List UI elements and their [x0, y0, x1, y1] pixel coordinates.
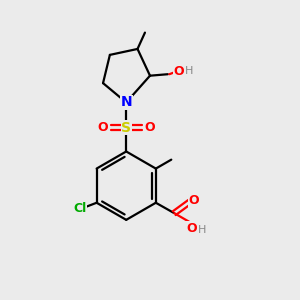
Text: O: O — [98, 121, 108, 134]
Text: O: O — [186, 222, 196, 235]
Text: O: O — [144, 121, 155, 134]
Text: O: O — [173, 65, 184, 78]
Text: Cl: Cl — [73, 202, 86, 215]
Text: H: H — [185, 66, 194, 76]
Text: H: H — [198, 225, 206, 235]
Text: O: O — [189, 194, 200, 207]
Text: S: S — [121, 121, 131, 135]
Text: N: N — [120, 95, 132, 110]
